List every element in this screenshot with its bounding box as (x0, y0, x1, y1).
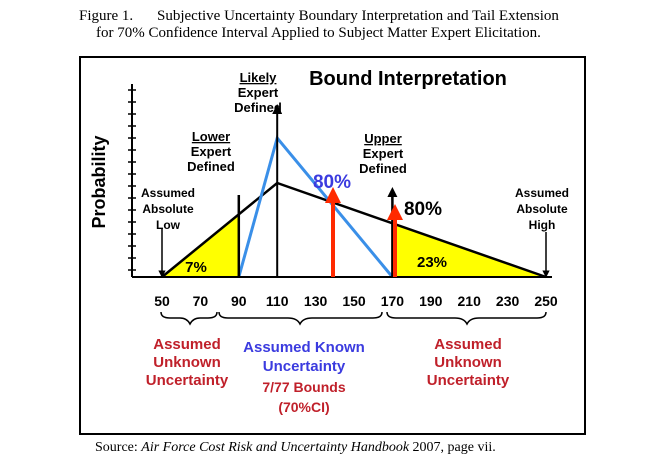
right-region-line2: Unknown (434, 354, 502, 371)
x-tick-label: 230 (496, 293, 520, 309)
pct-blue-label: 80% (313, 172, 351, 193)
right-region-brace (386, 311, 547, 326)
x-tick-label: 110 (266, 293, 289, 309)
source-prefix: Source: (95, 440, 142, 455)
x-tick-label: 150 (342, 293, 366, 309)
abs-low-line2: Absolute (142, 202, 194, 216)
figure-caption-line1: Figure 1. Subjective Uncertainty Boundary… (79, 8, 559, 25)
diagram-title: Bound Interpretation (309, 68, 507, 90)
abs-high-line1: Assumed (515, 186, 569, 200)
abs-low-line1: Assumed (141, 186, 195, 200)
tail-left-pct: 7% (185, 259, 207, 276)
source-title: Air Force Cost Risk and Uncertainty Hand… (141, 440, 410, 455)
x-tick-label: 130 (304, 293, 328, 309)
abs-low-line3: Low (156, 218, 181, 232)
x-tick-label: 70 (193, 293, 209, 309)
middle-region-line3: 7/77 Bounds (262, 379, 345, 395)
likely-label-line2: Expert (238, 85, 279, 100)
figure-number: Figure 1. (79, 8, 134, 24)
x-tick-labels: 50 70 90 110 130 150 170 190 210 230 250 (154, 293, 558, 309)
abs-high-line2: Absolute (516, 202, 568, 216)
source-suffix: 2007, page vii. (409, 440, 496, 455)
tail-right-pct: 23% (417, 254, 447, 271)
abs-high-line3: High (529, 218, 556, 232)
x-tick-label: 210 (458, 293, 482, 309)
pct-black-label: 80% (404, 199, 442, 220)
x-tick-label: 190 (419, 293, 443, 309)
x-tick-label: 170 (381, 293, 405, 309)
right-region-line3: Uncertainty (427, 372, 510, 389)
y-axis-label: Probability (89, 135, 109, 228)
middle-region-brace (218, 311, 383, 326)
left-region-line3: Uncertainty (146, 372, 229, 389)
x-tick-label: 50 (154, 293, 170, 309)
middle-region-line2: Uncertainty (263, 358, 346, 375)
upper-label-line1: Upper (364, 131, 402, 146)
right-region-line1: Assumed (434, 336, 502, 353)
middle-region-line1: Assumed Known (243, 339, 365, 356)
upper-label-line2: Expert (363, 146, 404, 161)
figure-caption-line2: for 70% Confidence Interval Applied to S… (96, 25, 541, 41)
likely-label-line3: Defined (234, 100, 282, 115)
figure-title: Subjective Uncertainty Boundary Interpre… (157, 8, 559, 24)
x-tick-label: 90 (231, 293, 247, 309)
middle-region-line4: (70%CI) (278, 399, 329, 415)
x-tick-label: 250 (534, 293, 558, 309)
source-note: Source: Air Force Cost Risk and Uncertai… (95, 440, 496, 456)
left-region-line1: Assumed (153, 336, 221, 353)
lower-label-line2: Expert (191, 144, 232, 159)
left-region-brace (160, 311, 218, 326)
lower-label-line3: Defined (187, 159, 235, 174)
y-axis-ticks (128, 89, 136, 271)
upper-label-line3: Defined (359, 161, 407, 176)
likely-label-line1: Likely (240, 70, 278, 85)
left-region-line2: Unknown (153, 354, 221, 371)
lower-label-line1: Lower (192, 129, 230, 144)
